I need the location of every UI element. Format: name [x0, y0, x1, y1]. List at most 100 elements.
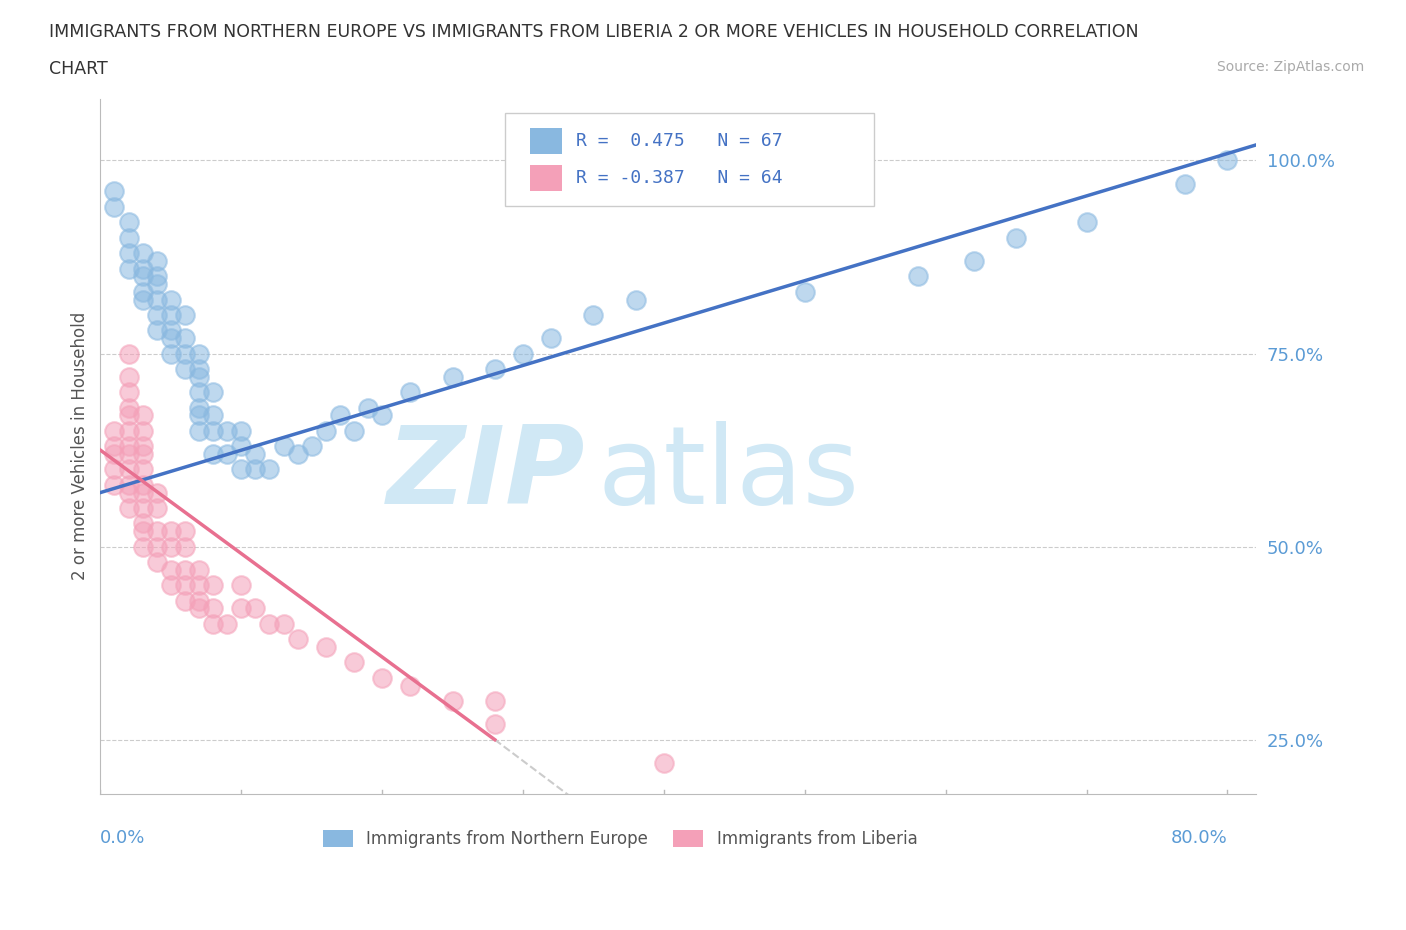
- Point: [145, 292, 167, 307]
- Point: [103, 199, 125, 214]
- Point: [117, 231, 139, 246]
- Point: [173, 308, 195, 323]
- Point: [371, 671, 394, 685]
- Point: [441, 694, 464, 709]
- Point: [145, 524, 167, 538]
- Point: [117, 215, 139, 230]
- Point: [202, 601, 225, 616]
- Point: [188, 601, 211, 616]
- Point: [145, 254, 167, 269]
- Point: [145, 500, 167, 515]
- Point: [245, 446, 267, 461]
- Point: [103, 439, 125, 454]
- Point: [117, 246, 139, 260]
- Legend: Immigrants from Northern Europe, Immigrants from Liberia: Immigrants from Northern Europe, Immigra…: [323, 830, 917, 848]
- Point: [117, 462, 139, 477]
- Point: [173, 524, 195, 538]
- Point: [231, 601, 253, 616]
- Text: atlas: atlas: [598, 421, 859, 527]
- Point: [117, 261, 139, 276]
- Point: [315, 423, 337, 438]
- Point: [117, 369, 139, 384]
- Point: [188, 400, 211, 415]
- Point: [273, 439, 295, 454]
- Point: [117, 439, 139, 454]
- Point: [159, 308, 181, 323]
- Point: [131, 408, 153, 423]
- Point: [287, 446, 309, 461]
- Point: [202, 617, 225, 631]
- Point: [484, 362, 506, 377]
- Text: ZIP: ZIP: [387, 421, 585, 527]
- Point: [231, 578, 253, 592]
- Point: [117, 477, 139, 492]
- Point: [399, 678, 422, 693]
- Point: [131, 516, 153, 531]
- Point: [540, 331, 562, 346]
- Point: [117, 500, 139, 515]
- Point: [188, 385, 211, 400]
- Point: [202, 446, 225, 461]
- Point: [188, 593, 211, 608]
- Point: [103, 184, 125, 199]
- Point: [1216, 153, 1239, 168]
- Point: [131, 500, 153, 515]
- Point: [117, 423, 139, 438]
- Point: [117, 485, 139, 500]
- Point: [159, 323, 181, 338]
- Point: [173, 593, 195, 608]
- Point: [131, 439, 153, 454]
- Point: [159, 578, 181, 592]
- Bar: [530, 165, 562, 192]
- Point: [131, 285, 153, 299]
- Point: [793, 285, 815, 299]
- Point: [907, 269, 929, 284]
- Point: [188, 369, 211, 384]
- Point: [173, 331, 195, 346]
- Point: [131, 246, 153, 260]
- Point: [1076, 215, 1098, 230]
- Point: [173, 563, 195, 578]
- Point: [259, 462, 281, 477]
- Point: [357, 400, 380, 415]
- Point: [963, 254, 986, 269]
- Point: [131, 539, 153, 554]
- Point: [131, 423, 153, 438]
- Point: [217, 423, 239, 438]
- Point: [259, 617, 281, 631]
- Point: [131, 269, 153, 284]
- Text: IMMIGRANTS FROM NORTHERN EUROPE VS IMMIGRANTS FROM LIBERIA 2 OR MORE VEHICLES IN: IMMIGRANTS FROM NORTHERN EUROPE VS IMMIG…: [49, 23, 1139, 41]
- Point: [145, 308, 167, 323]
- Point: [1174, 176, 1197, 191]
- Point: [441, 369, 464, 384]
- Point: [159, 524, 181, 538]
- Point: [231, 462, 253, 477]
- Point: [202, 423, 225, 438]
- Point: [399, 385, 422, 400]
- Point: [117, 385, 139, 400]
- Point: [484, 694, 506, 709]
- Point: [159, 539, 181, 554]
- Point: [188, 423, 211, 438]
- Point: [245, 462, 267, 477]
- Point: [343, 655, 366, 670]
- Point: [131, 292, 153, 307]
- Point: [202, 408, 225, 423]
- Point: [103, 423, 125, 438]
- Text: 0.0%: 0.0%: [100, 829, 146, 846]
- FancyBboxPatch shape: [505, 113, 875, 206]
- Point: [173, 539, 195, 554]
- Point: [145, 554, 167, 569]
- Point: [131, 477, 153, 492]
- Point: [315, 640, 337, 655]
- Point: [131, 446, 153, 461]
- Text: Source: ZipAtlas.com: Source: ZipAtlas.com: [1216, 60, 1364, 74]
- Point: [103, 462, 125, 477]
- Point: [173, 346, 195, 361]
- Point: [131, 524, 153, 538]
- Point: [582, 308, 605, 323]
- Point: [145, 269, 167, 284]
- Point: [512, 346, 534, 361]
- Point: [117, 400, 139, 415]
- Point: [145, 276, 167, 291]
